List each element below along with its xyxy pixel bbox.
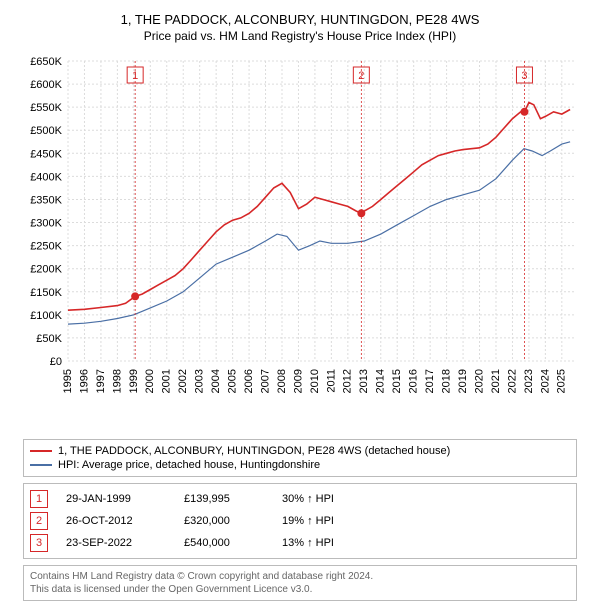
x-tick-label: 2010 xyxy=(309,369,321,393)
x-tick-label: 2009 xyxy=(292,369,304,393)
y-tick-label: £400K xyxy=(30,171,62,183)
sale-date: 29-JAN-1999 xyxy=(66,493,166,505)
x-tick-label: 1999 xyxy=(128,369,140,393)
title-main: 1, THE PADDOCK, ALCONBURY, HUNTINGDON, P… xyxy=(10,12,590,27)
x-tick-label: 2008 xyxy=(276,369,288,393)
x-tick-label: 2011 xyxy=(325,369,337,393)
x-tick-label: 2000 xyxy=(144,369,156,393)
y-tick-label: £250K xyxy=(30,241,62,253)
legend: 1, THE PADDOCK, ALCONBURY, HUNTINGDON, P… xyxy=(23,439,577,477)
x-tick-label: 1997 xyxy=(95,369,107,393)
y-tick-label: £0 xyxy=(50,356,62,368)
attribution-line1: Contains HM Land Registry data © Crown c… xyxy=(30,570,570,583)
x-tick-label: 2005 xyxy=(227,369,239,393)
sale-number-box: 3 xyxy=(30,534,48,552)
y-tick-label: £300K xyxy=(30,218,62,230)
x-tick-label: 2006 xyxy=(243,369,255,393)
attribution: Contains HM Land Registry data © Crown c… xyxy=(23,565,577,601)
y-tick-label: £500K xyxy=(30,125,62,137)
sale-row: 2 26-OCT-2012 £320,000 19% ↑ HPI xyxy=(30,510,570,532)
x-tick-label: 2014 xyxy=(375,369,387,393)
x-tick-label: 1996 xyxy=(78,369,90,393)
x-tick-label: 2001 xyxy=(161,369,173,393)
series-price_paid xyxy=(68,103,570,311)
legend-label: HPI: Average price, detached house, Hunt… xyxy=(58,459,320,471)
x-tick-label: 2017 xyxy=(424,369,436,393)
x-tick-label: 2018 xyxy=(441,369,453,393)
y-tick-label: £600K xyxy=(30,79,62,91)
sale-row: 1 29-JAN-1999 £139,995 30% ↑ HPI xyxy=(30,488,570,510)
legend-item: 1, THE PADDOCK, ALCONBURY, HUNTINGDON, P… xyxy=(30,444,570,458)
sale-row: 3 23-SEP-2022 £540,000 13% ↑ HPI xyxy=(30,532,570,554)
sale-delta: 13% ↑ HPI xyxy=(282,537,392,549)
y-tick-label: £200K xyxy=(30,264,62,276)
sale-date: 26-OCT-2012 xyxy=(66,515,166,527)
sale-price: £139,995 xyxy=(184,493,264,505)
x-tick-label: 1998 xyxy=(111,369,123,393)
y-tick-label: £550K xyxy=(30,102,62,114)
sale-number-box: 1 xyxy=(30,490,48,508)
legend-label: 1, THE PADDOCK, ALCONBURY, HUNTINGDON, P… xyxy=(58,445,450,457)
title-sub: Price paid vs. HM Land Registry's House … xyxy=(10,29,590,43)
sale-marker-dot xyxy=(131,292,139,300)
sale-marker-dot xyxy=(520,108,528,116)
x-tick-label: 2021 xyxy=(490,369,502,393)
x-tick-label: 2003 xyxy=(194,369,206,393)
price-chart: £0 £50K £100K £150K £200K £250K £300K £350K £400… xyxy=(20,51,580,431)
legend-item: HPI: Average price, detached house, Hunt… xyxy=(30,458,570,472)
x-tick-label: 2007 xyxy=(259,369,271,393)
x-tick-label: 2024 xyxy=(539,369,551,393)
sale-marker-dot xyxy=(357,209,365,217)
y-tick-label: £450K xyxy=(30,148,62,160)
sale-marker-num: 1 xyxy=(132,70,138,82)
x-tick-label: 2025 xyxy=(556,369,568,393)
x-tick-label: 2019 xyxy=(457,369,469,393)
sale-number-box: 2 xyxy=(30,512,48,530)
x-tick-label: 2022 xyxy=(506,369,518,393)
sale-date: 23-SEP-2022 xyxy=(66,537,166,549)
y-tick-label: £100K xyxy=(30,310,62,322)
x-tick-label: 2013 xyxy=(358,369,370,393)
x-tick-label: 2004 xyxy=(210,369,222,393)
legend-swatch xyxy=(30,464,52,466)
sale-delta: 19% ↑ HPI xyxy=(282,515,392,527)
x-tick-label: 2002 xyxy=(177,369,189,393)
sale-price: £540,000 xyxy=(184,537,264,549)
x-tick-label: 2012 xyxy=(342,369,354,393)
x-tick-label: 2023 xyxy=(523,369,535,393)
legend-swatch xyxy=(30,450,52,452)
sale-marker-num: 2 xyxy=(358,70,364,82)
y-tick-label: £650K xyxy=(30,56,62,68)
y-tick-label: £150K xyxy=(30,287,62,299)
sale-price: £320,000 xyxy=(184,515,264,527)
sale-marker-num: 3 xyxy=(521,70,527,82)
x-tick-label: 2016 xyxy=(408,369,420,393)
sales-table: 1 29-JAN-1999 £139,995 30% ↑ HPI 2 26-OCT-201… xyxy=(23,483,577,559)
x-tick-label: 2020 xyxy=(473,369,485,393)
series-hpi xyxy=(68,142,570,324)
x-tick-label: 2015 xyxy=(391,369,403,393)
x-tick-label: 1995 xyxy=(62,369,74,393)
sale-delta: 30% ↑ HPI xyxy=(282,493,392,505)
y-tick-label: £50K xyxy=(36,333,62,345)
y-tick-label: £350K xyxy=(30,194,62,206)
